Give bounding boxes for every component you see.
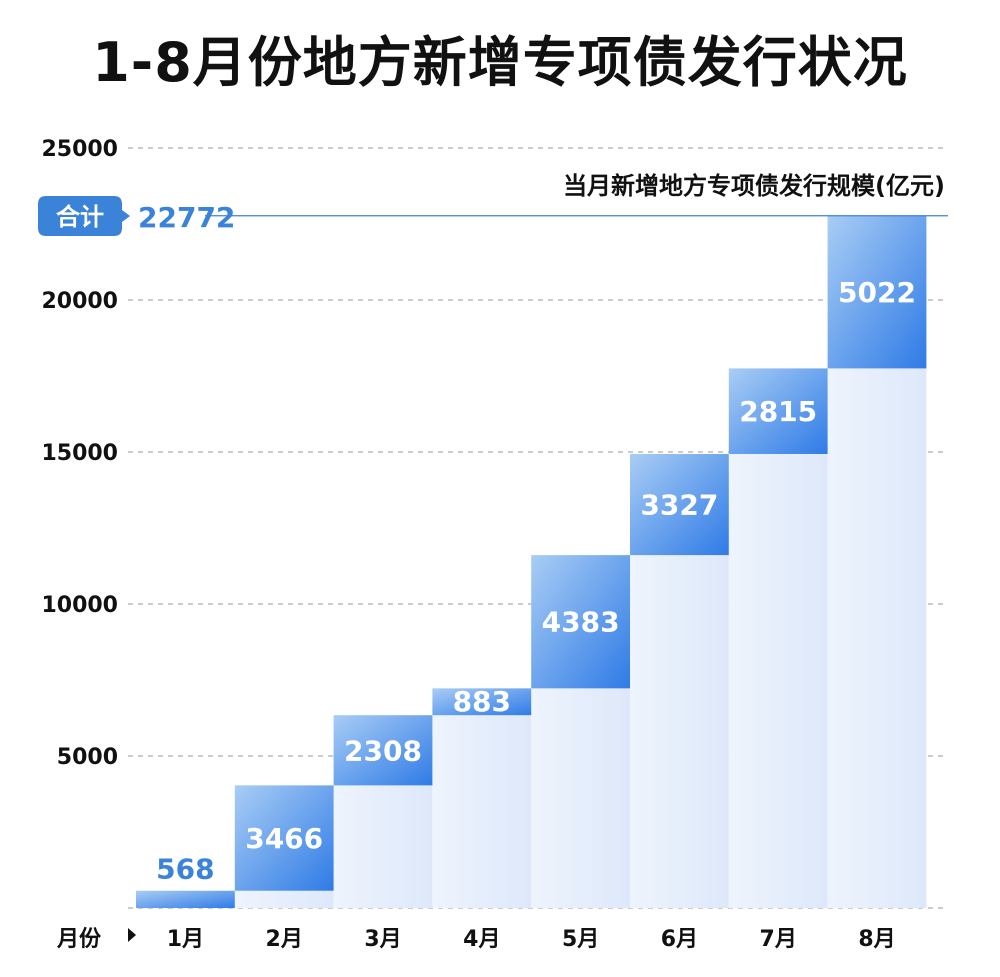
bar-base-area [531, 688, 630, 908]
bar [234, 785, 334, 891]
bar-value-label: 3327 [640, 489, 718, 522]
y-tick-label: 20000 [41, 289, 118, 314]
bar-base-area [234, 890, 334, 908]
x-axis-label: 月份 [56, 927, 102, 952]
bar-base-area [827, 368, 927, 908]
bar [728, 368, 828, 454]
bar-base-area [432, 715, 532, 908]
x-tick-label: 6月 [661, 927, 698, 952]
bar [827, 215, 927, 369]
bar-value-label: 2815 [739, 395, 817, 428]
y-tick-label: 25000 [41, 137, 118, 162]
x-tick-label: 2月 [266, 927, 303, 952]
bar-value-label: 568 [156, 853, 214, 886]
x-tick-label: 1月 [167, 927, 204, 952]
bar-value-label: 5022 [838, 276, 916, 309]
bar [630, 453, 729, 556]
y-tick-label: 5000 [57, 745, 118, 770]
legend-label: 当月新增地方专项债发行规模(亿元) [563, 172, 945, 200]
y-tick-label: 10000 [41, 593, 118, 618]
total-badge [38, 196, 130, 236]
bar-value-label: 3466 [245, 822, 323, 855]
x-tick-label: 5月 [562, 927, 599, 952]
total-annotation: 合计 22772 [38, 196, 948, 236]
play-arrow-icon [128, 928, 136, 942]
total-value: 22772 [138, 201, 235, 234]
y-tick-label: 15000 [41, 441, 118, 466]
bar-base-area [630, 555, 729, 908]
x-tick-label: 7月 [760, 927, 797, 952]
x-tick-label: 4月 [463, 927, 500, 952]
chart-title: 1-8月份地方新增专项债发行状况 [92, 31, 908, 94]
bar-value-label: 2308 [344, 734, 422, 767]
bar [432, 688, 532, 716]
bar [531, 555, 630, 689]
bar-value-label: 4383 [542, 606, 620, 639]
total-label: 合计 [56, 203, 104, 231]
x-tick-label: 3月 [364, 927, 401, 952]
bar-base-area [333, 785, 433, 908]
bar [136, 890, 235, 908]
bar-value-label: 883 [453, 685, 511, 718]
bar-base-area [728, 453, 828, 908]
x-tick-label: 8月 [858, 927, 895, 952]
bar [333, 715, 433, 786]
